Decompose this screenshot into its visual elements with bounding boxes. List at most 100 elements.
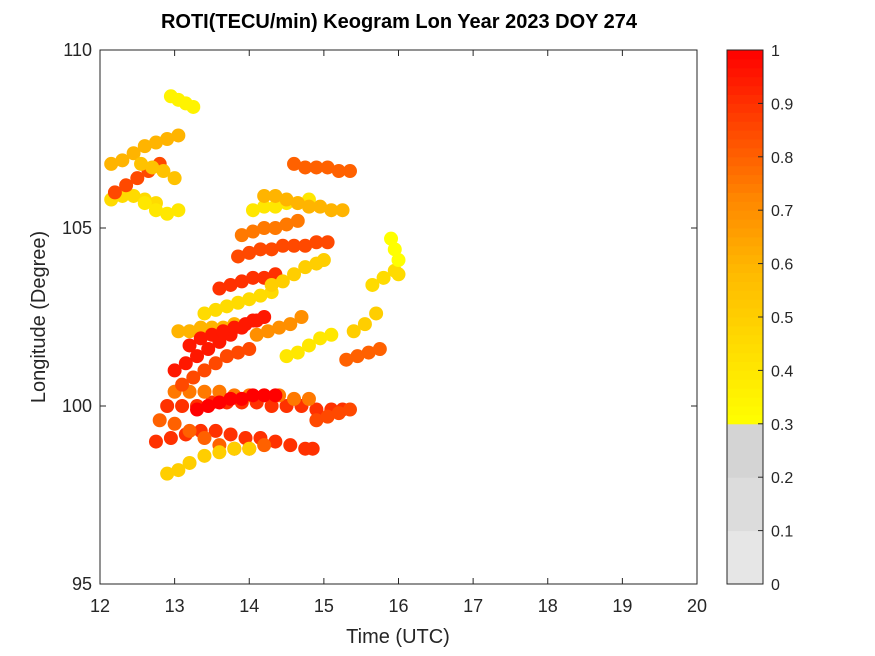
- colorbar-cell: [727, 236, 763, 247]
- y-tick-label: 105: [62, 218, 92, 238]
- data-point: [268, 388, 283, 403]
- colorbar-cell: [727, 174, 763, 184]
- data-point: [339, 352, 354, 367]
- x-tick-label: 13: [165, 596, 185, 616]
- data-point: [227, 441, 242, 456]
- colorbar-cell: [727, 85, 763, 95]
- data-point: [268, 434, 283, 449]
- data-point: [208, 356, 223, 371]
- colorbar-cell: [727, 317, 763, 327]
- data-point: [171, 463, 186, 478]
- data-point: [387, 242, 402, 257]
- data-point: [197, 431, 212, 446]
- data-point: [160, 399, 175, 413]
- x-tick-label: 12: [90, 596, 110, 616]
- chart-title: ROTI(TECU/min) Keogram Lon Year 2023 DOY…: [161, 11, 638, 33]
- colorbar-cell: [727, 219, 763, 229]
- colorbar-cell: [727, 334, 763, 345]
- colorbar-cell: [727, 432, 763, 443]
- colorbar-tick-label: 0.6: [771, 257, 793, 274]
- data-point: [160, 132, 175, 146]
- colorbar-cell: [727, 94, 763, 104]
- data-point: [208, 423, 223, 438]
- colorbar-cell: [727, 272, 763, 282]
- data-point: [313, 331, 328, 346]
- data-point: [182, 324, 197, 339]
- data-point: [245, 203, 260, 218]
- data-point: [231, 295, 246, 310]
- colorbar-cell: [727, 228, 763, 238]
- colorbar-cell: [727, 103, 763, 113]
- colorbar-cell: [727, 397, 763, 407]
- data-point: [257, 221, 272, 235]
- colorbar-cell: [727, 530, 763, 540]
- data-point: [290, 196, 305, 211]
- data-point: [219, 349, 234, 364]
- data-point: [275, 274, 290, 289]
- data-point: [260, 324, 275, 339]
- data-points: [104, 89, 406, 481]
- colorbar-tick-label: 0.8: [771, 150, 793, 167]
- axes-background: [100, 50, 697, 584]
- data-point: [152, 413, 167, 428]
- data-point: [287, 238, 302, 253]
- data-point: [137, 196, 152, 211]
- data-point: [320, 235, 335, 250]
- data-point: [331, 406, 346, 421]
- colorbar-tick-label: 0: [771, 577, 780, 594]
- x-tick-label: 19: [612, 596, 632, 616]
- x-tick-label: 15: [314, 596, 334, 616]
- colorbar-cell: [727, 370, 763, 380]
- data-point: [287, 267, 302, 282]
- data-point: [309, 235, 324, 250]
- colorbar-cell: [727, 245, 763, 256]
- data-point: [212, 445, 227, 460]
- data-point: [223, 277, 238, 292]
- colorbar-cell: [727, 557, 763, 567]
- data-point: [204, 327, 219, 342]
- data-point: [126, 146, 141, 161]
- data-point: [212, 281, 227, 296]
- data-point: [126, 188, 141, 203]
- data-point: [305, 441, 320, 456]
- data-point: [238, 431, 253, 446]
- data-point: [249, 313, 264, 328]
- colorbar-cell: [727, 76, 763, 87]
- data-point: [287, 156, 302, 171]
- colorbar-cell: [727, 183, 763, 193]
- data-point: [257, 388, 272, 403]
- colorbar-cell: [727, 441, 763, 451]
- data-point: [212, 395, 227, 410]
- data-point: [167, 363, 182, 378]
- colorbar-cell: [727, 352, 763, 362]
- data-point: [234, 274, 249, 289]
- colorbar-cell: [727, 379, 763, 389]
- data-point: [298, 160, 313, 175]
- data-point: [257, 438, 272, 453]
- data-point: [242, 441, 257, 456]
- colorbar-cell: [727, 539, 763, 549]
- data-point: [145, 160, 160, 175]
- plot-area: 12 13 14 15 16 17 18 19 20 95 100 105 110: [62, 40, 707, 616]
- colorbar-cell: [727, 406, 763, 416]
- data-point: [309, 160, 324, 175]
- colorbar-cell: [727, 414, 763, 425]
- data-point: [208, 302, 223, 317]
- data-point: [163, 431, 178, 446]
- colorbar-tick-label: 0.7: [771, 203, 793, 220]
- colorbar-tick-label: 0.3: [771, 417, 793, 434]
- data-point: [193, 320, 208, 335]
- colorbar-cell: [727, 308, 763, 318]
- colorbar-cell: [727, 548, 763, 558]
- x-axis: 12 13 14 15 16 17 18 19 20: [90, 50, 707, 616]
- data-point: [175, 399, 190, 413]
- data-point: [193, 331, 208, 346]
- data-point: [309, 402, 324, 417]
- y-tick-label: 110: [63, 40, 92, 60]
- colorbar-cell: [727, 290, 763, 300]
- colorbar-cell: [727, 486, 763, 496]
- data-point: [231, 345, 246, 360]
- colorbar-cell: [727, 361, 763, 371]
- data-point: [324, 327, 339, 342]
- data-point: [290, 345, 305, 360]
